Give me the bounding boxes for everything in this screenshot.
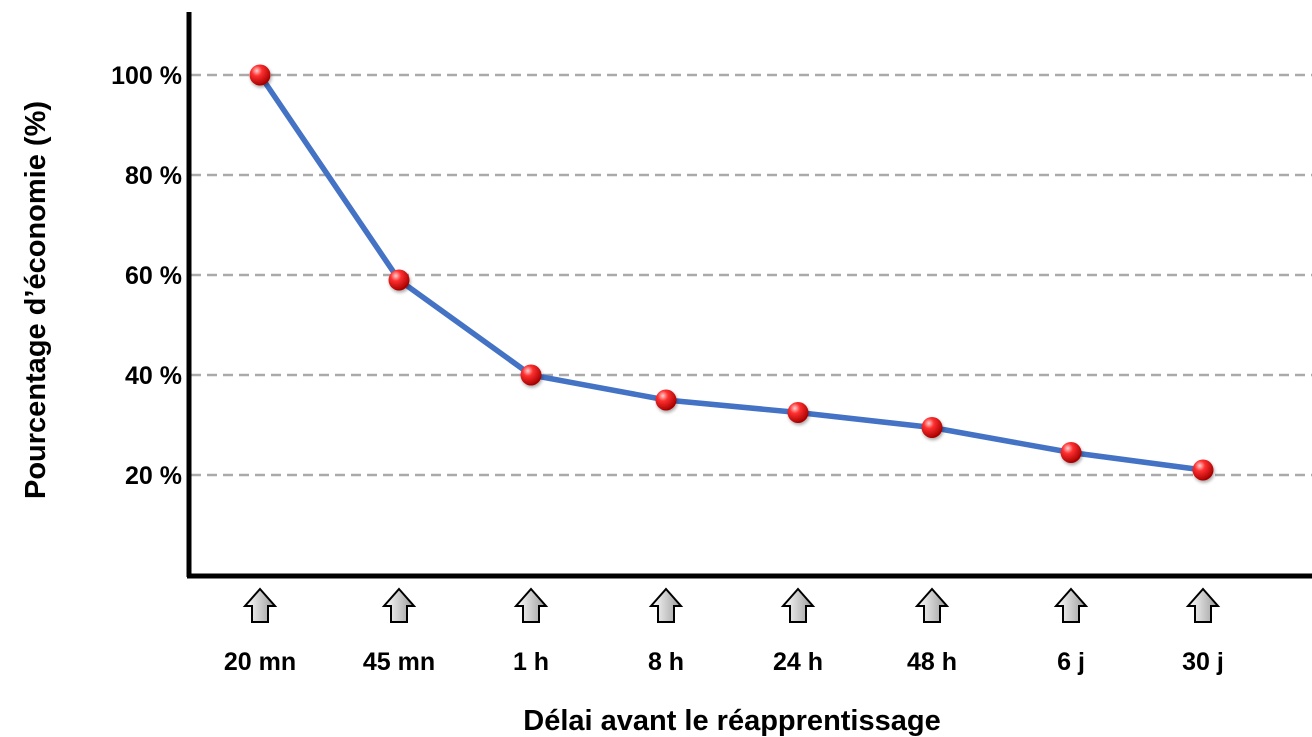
gridlines xyxy=(191,73,1312,477)
x-axis-title: Délai avant le réapprentissage xyxy=(523,705,940,737)
x-tick-label: 24 h xyxy=(773,648,823,676)
x-tick-label: 48 h xyxy=(907,648,957,676)
y-tick-label: 100 % xyxy=(111,62,182,90)
data-point xyxy=(787,402,809,423)
up-arrow-icon xyxy=(914,587,950,623)
data-point xyxy=(388,269,410,291)
y-tick-label: 40 % xyxy=(125,362,182,390)
up-arrow-icon xyxy=(1185,587,1221,623)
x-tick-label: 8 h xyxy=(648,648,684,676)
up-arrow-icon xyxy=(648,587,684,623)
data-point xyxy=(921,417,943,438)
y-tick-label: 80 % xyxy=(125,162,182,190)
data-point xyxy=(1060,442,1082,463)
up-arrow-icon xyxy=(1053,587,1089,623)
up-arrow-icon xyxy=(513,587,549,623)
series-group xyxy=(249,64,1214,481)
x-tick-label: 45 mn xyxy=(363,648,435,676)
y-axis-ticks: 20 % 40 % 60 % 80 % 100 % xyxy=(111,62,182,490)
up-arrow-icon xyxy=(780,587,816,623)
x-tick-label: 20 mn xyxy=(224,648,296,676)
series-line xyxy=(257,72,1206,473)
y-axis-title: Pourcentage d’économie (%) xyxy=(20,101,52,499)
y-tick-label: 60 % xyxy=(125,262,182,290)
x-axis-markers xyxy=(242,587,1221,623)
data-point xyxy=(655,389,677,411)
x-tick-label: 1 h xyxy=(513,648,549,676)
x-tick-label: 6 j xyxy=(1057,648,1085,676)
up-arrow-icon xyxy=(242,587,278,623)
x-tick-label: 30 j xyxy=(1182,648,1224,676)
data-point xyxy=(249,64,271,86)
data-point xyxy=(1192,459,1214,481)
up-arrow-icon xyxy=(381,587,417,623)
x-axis-labels: 20 mn 45 mn 1 h 8 h 24 h 48 h 6 j 30 j xyxy=(224,648,1224,676)
data-point xyxy=(520,364,542,386)
y-tick-label: 20 % xyxy=(125,462,182,490)
